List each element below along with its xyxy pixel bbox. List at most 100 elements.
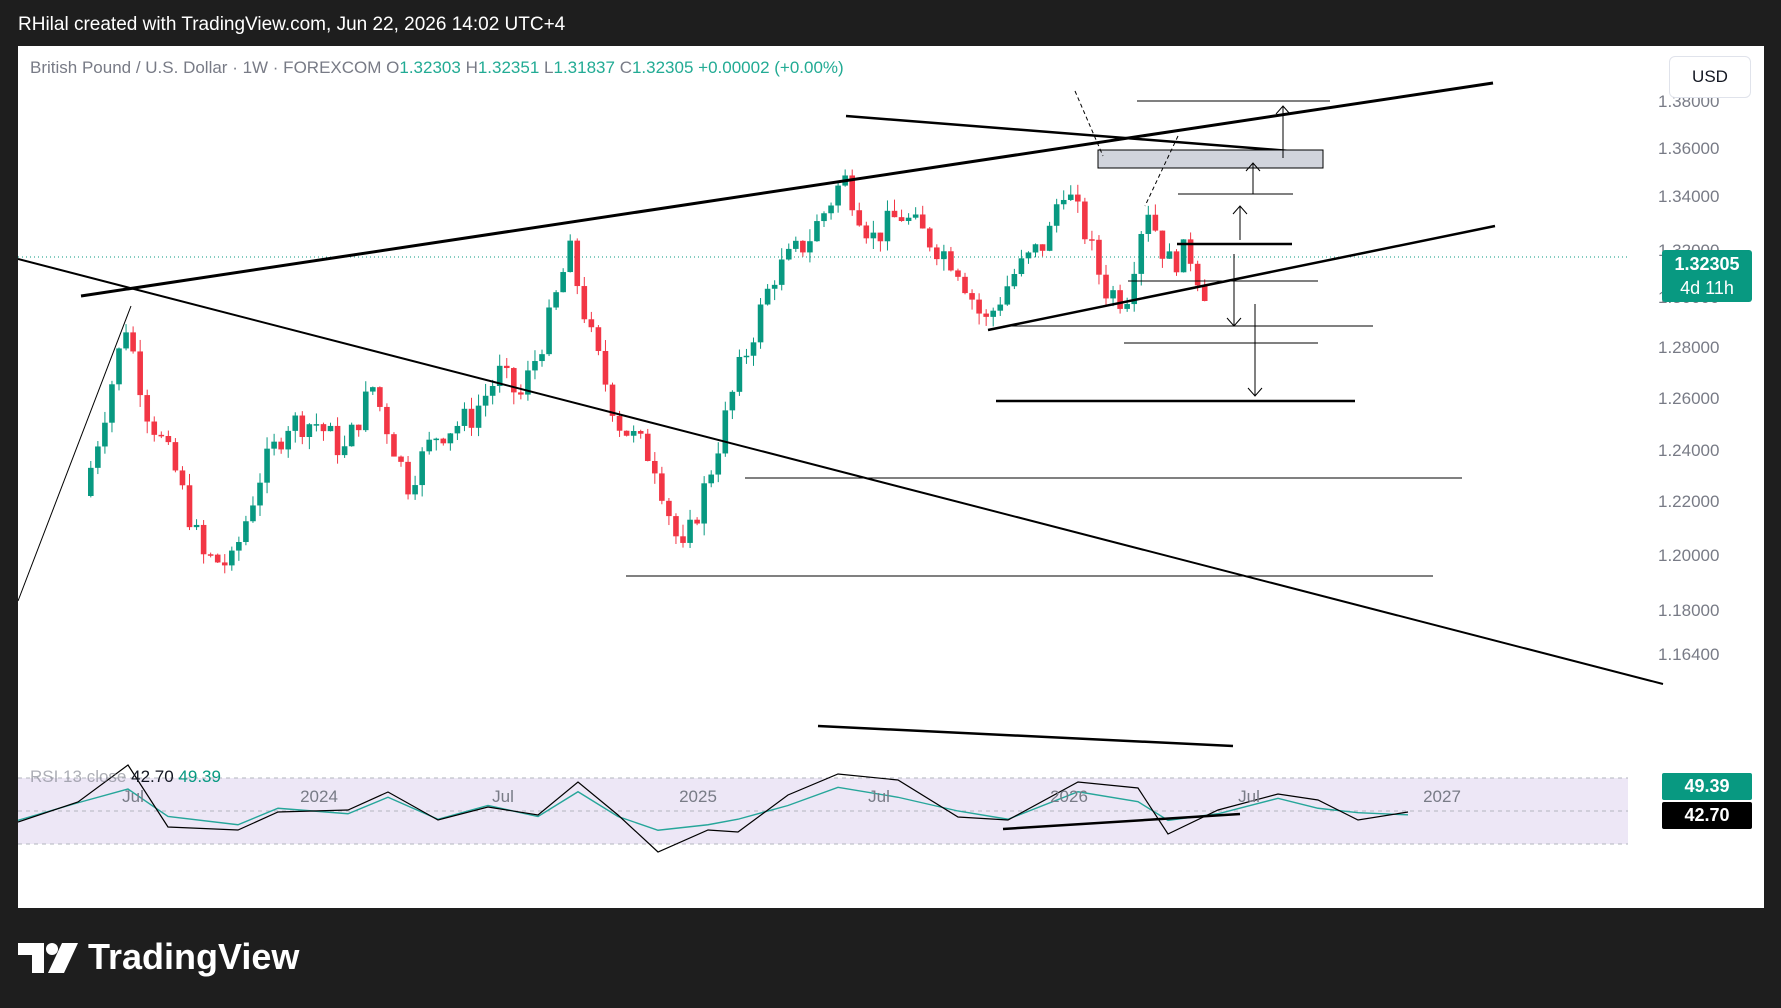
time-tick-label: Jul (868, 787, 890, 806)
candle-down (616, 415, 623, 431)
chart-panel[interactable]: 1.380001.360001.340001.320001.300001.280… (18, 46, 1764, 908)
candle-down (165, 435, 172, 443)
symbol-legend: British Pound / U.S. Dollar · 1W · FOREX… (30, 58, 844, 78)
price-axis[interactable]: 1.380001.360001.340001.320001.300001.280… (1658, 92, 1719, 664)
candle-up (95, 446, 101, 468)
candle-down (221, 562, 228, 566)
candle-up (807, 241, 813, 253)
candle-up (271, 441, 277, 449)
candle-up (736, 356, 743, 392)
time-tick-label: Jul (1238, 787, 1260, 806)
candle-down (1039, 244, 1046, 251)
candle-up (560, 272, 566, 293)
candle-up (750, 342, 757, 356)
candle-down (130, 332, 136, 352)
rsi-support-trendline (1002, 812, 1241, 831)
upper-channel-line (845, 114, 1291, 153)
candle-down (1089, 239, 1095, 241)
candle-up (1053, 204, 1060, 226)
candle-up (370, 387, 376, 392)
attribution-header: RHilal created with TradingView.com, Jun… (18, 14, 566, 35)
candle-down (919, 214, 926, 229)
candle-down (207, 554, 214, 556)
candle-up (567, 240, 574, 273)
candle-up (1067, 194, 1074, 200)
last-price-tag: 1.32305 4d 11h (1662, 250, 1752, 302)
candle-up (1124, 304, 1130, 309)
ascending-support-line (18, 305, 132, 602)
candle-up (102, 422, 108, 447)
candle-up (687, 519, 693, 543)
candle-up (1138, 233, 1145, 274)
candle-down (172, 442, 179, 471)
candle-up (362, 391, 369, 431)
open-value: 1.32303 (399, 58, 461, 77)
candle-down (666, 500, 672, 517)
price-tick-label: 1.16400 (1658, 645, 1719, 664)
rsi-line (18, 764, 1409, 853)
candle-up (475, 405, 482, 428)
candle-up (433, 438, 440, 441)
candle-down (644, 433, 651, 461)
candle-up (116, 348, 122, 385)
candle-down (926, 228, 933, 248)
candle-up (771, 284, 778, 289)
time-axis[interactable]: Jul 2024 Jul 2025 Jul 2026 Jul 2027 (122, 787, 1461, 806)
candle-down (503, 365, 510, 369)
candle-up (764, 288, 771, 305)
time-tick-label: 2024 (300, 787, 338, 806)
price-tick-label: 1.34000 (1658, 187, 1719, 206)
price-chart[interactable]: 1.380001.360001.340001.320001.300001.280… (18, 46, 1764, 908)
price-tick-label: 1.22000 (1658, 492, 1719, 511)
candle-up (292, 415, 299, 431)
candle-down (609, 384, 616, 416)
candle-up (257, 482, 263, 506)
candle-up (285, 430, 292, 450)
candle-up (884, 210, 891, 242)
candle-down (588, 319, 595, 328)
candle-down (398, 456, 404, 462)
candle-down (377, 387, 383, 407)
candle-up (88, 467, 94, 496)
close-label: C (619, 58, 632, 77)
candle-down (151, 421, 158, 435)
candle-up (229, 550, 235, 566)
candle-down (856, 210, 863, 226)
low-label: L (544, 58, 554, 77)
price-tick-label: 1.28000 (1658, 338, 1719, 357)
candle-down (179, 470, 186, 486)
candle-up (489, 385, 496, 396)
price-tick-label: 1.20000 (1658, 546, 1719, 565)
candle-down (863, 225, 870, 239)
target-arrow-up-1-head (1275, 105, 1291, 115)
time-tick-label: Jul (122, 787, 144, 806)
candle-down (962, 276, 968, 294)
candle-up (722, 410, 729, 454)
candle-down (405, 461, 411, 495)
candle-down (948, 251, 954, 271)
candle-up (715, 453, 722, 475)
rsi-value-tag: 42.70 (1662, 802, 1752, 829)
candle-up (426, 439, 433, 452)
candle-down (518, 392, 524, 395)
time-tick-label: 2025 (679, 787, 717, 806)
rsi-ma-tag: 49.39 (1662, 773, 1752, 800)
candle-up (123, 332, 129, 349)
candle-down (1187, 239, 1194, 264)
last-price: 1.32305 (1674, 254, 1740, 274)
high-label: H (465, 58, 478, 77)
candle-up (313, 424, 320, 426)
candle-up (729, 391, 736, 411)
candle-up (821, 213, 827, 222)
candle-up (412, 485, 418, 495)
candle-up (454, 425, 461, 434)
currency-button[interactable]: USD (1669, 56, 1751, 98)
candle-down (1103, 274, 1109, 299)
candle-up (546, 307, 552, 355)
open-label: O (386, 58, 400, 77)
candle-up (870, 232, 877, 239)
dashed-projection (1074, 90, 1104, 157)
candle-up (348, 424, 355, 447)
candle-down (355, 424, 362, 431)
candle-up (553, 292, 559, 308)
